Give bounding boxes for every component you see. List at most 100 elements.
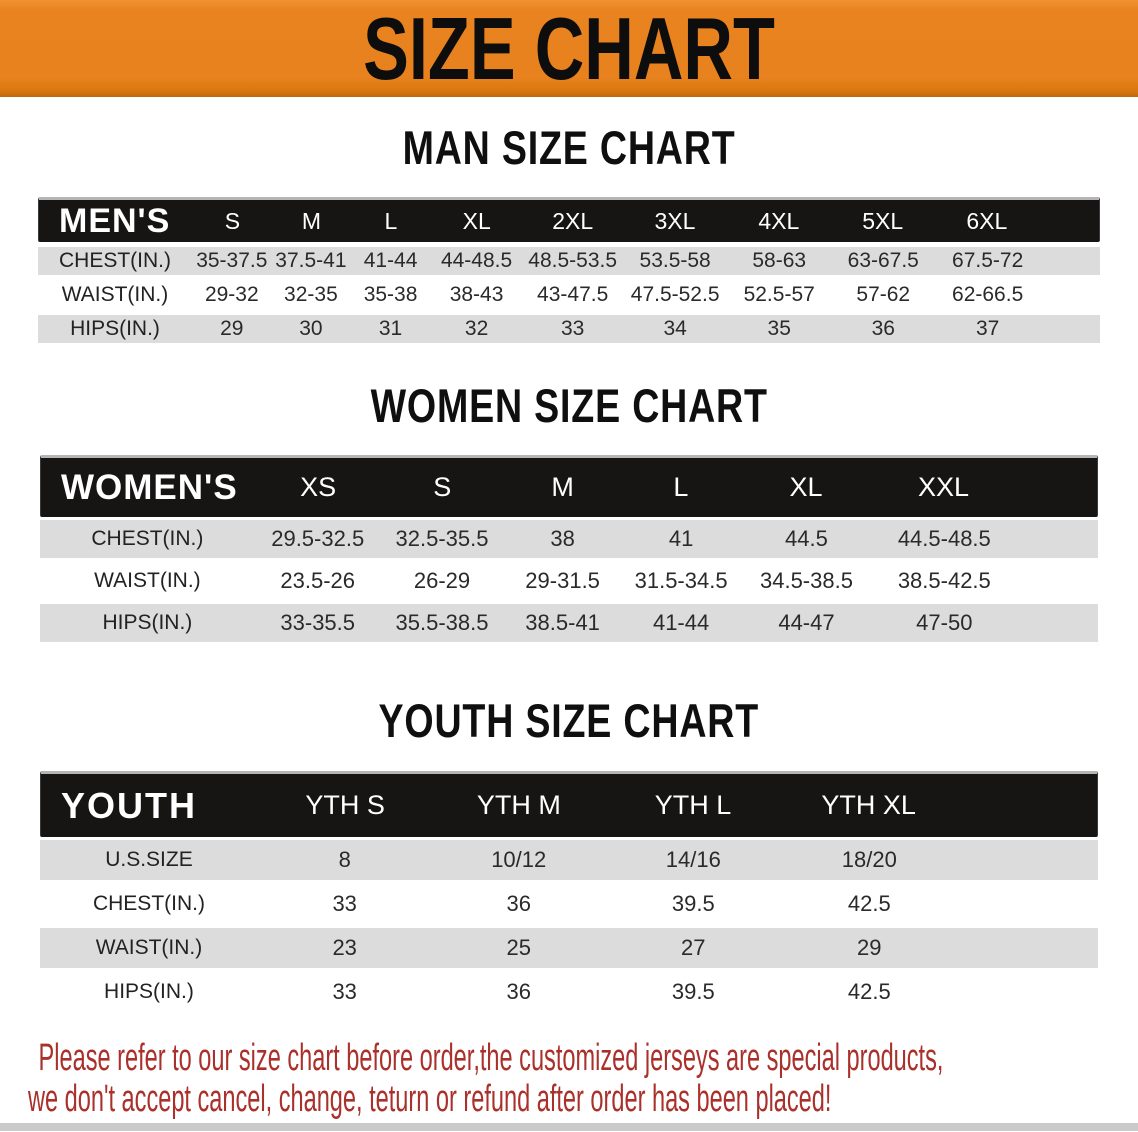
row-label: CHEST(IN.) — [92, 892, 205, 915]
women-size-table: WOMEN'S XS S M L XL XXL CHEST(IN.) 29.5-… — [40, 455, 1098, 642]
table-row-waist: WAIST(IN.) 29-32 32-35 35-38 38-43 43-47… — [38, 281, 1100, 309]
row-label: CHEST(IN.) — [91, 527, 204, 550]
women-table-title: WOMEN'S — [61, 467, 238, 507]
column-header-xxl: XXL — [917, 472, 970, 502]
row-label: CHEST(IN.) — [58, 249, 171, 272]
table-row-chest: CHEST(IN.) 33 36 39.5 42.5 — [40, 884, 1098, 924]
size-value: 44.5 — [785, 526, 828, 551]
table-row-chest: CHEST(IN.) 29.5-32.5 32.5-35.5 38 41 44.… — [40, 520, 1098, 558]
size-value: 23.5-26 — [280, 568, 356, 593]
size-value: 29-32 — [204, 283, 259, 306]
size-value: 37 — [975, 317, 1000, 340]
size-value: 67.5-72 — [952, 249, 1024, 272]
size-value: 26-29 — [413, 568, 471, 593]
size-value: 32.5-35.5 — [395, 526, 489, 551]
size-value: 38.5-42.5 — [897, 568, 991, 593]
column-header-yth-xl: YTH XL — [821, 790, 916, 820]
column-header-l: L — [384, 207, 398, 234]
column-header-m: M — [551, 472, 574, 502]
size-value: 44-48.5 — [440, 249, 513, 272]
size-value: 34.5-38.5 — [759, 568, 853, 593]
column-header-xl: XL — [462, 207, 491, 234]
size-value: 58-63 — [752, 249, 807, 272]
size-value: 44-47 — [778, 610, 835, 635]
size-value: 63-67.5 — [847, 249, 919, 272]
size-value: 10/12 — [491, 847, 547, 872]
size-value: 33 — [332, 979, 357, 1004]
column-header-3xl: 3XL — [654, 207, 696, 234]
row-label: WAIST(IN.) — [61, 283, 169, 306]
size-value: 41-44 — [652, 610, 710, 635]
size-value: 42.5 — [847, 891, 891, 916]
size-value: 41 — [668, 526, 694, 551]
size-value: 27 — [681, 935, 706, 960]
row-label: HIPS(IN.) — [102, 611, 193, 634]
women-table-header-row: WOMEN'S XS S M L XL XXL — [40, 455, 1098, 517]
table-row-hips: HIPS(IN.) 33-35.5 35.5-38.5 38.5-41 41-4… — [40, 604, 1098, 642]
size-value: 35-37.5 — [196, 249, 268, 272]
size-value: 18/20 — [841, 847, 897, 872]
youth-section-heading-text: YOUTH SIZE CHART — [378, 694, 760, 747]
size-value: 62-66.5 — [952, 283, 1024, 306]
footer-disclaimer: Please refer to our size chart before or… — [0, 1038, 1138, 1120]
footer-disclaimer-line-2: we don't accept cancel, change, teturn o… — [28, 1078, 832, 1120]
size-value: 43-47.5 — [537, 283, 609, 306]
size-value: 34 — [663, 317, 687, 340]
size-value: 41-44 — [363, 249, 418, 272]
size-value: 52.5-57 — [743, 283, 815, 306]
column-header-xs: XS — [300, 472, 337, 502]
column-header-s: S — [224, 207, 241, 234]
size-value: 35-38 — [363, 283, 418, 306]
size-value: 14/16 — [665, 847, 721, 872]
column-header-xl: XL — [789, 472, 823, 502]
size-value: 30 — [299, 317, 323, 340]
table-row-hips: HIPS(IN.) 29 30 31 32 33 34 35 36 37 — [38, 315, 1100, 343]
size-value: 8 — [338, 847, 351, 872]
size-value: 29 — [220, 317, 244, 340]
size-value: 57-62 — [856, 283, 911, 306]
column-header-yth-m: YTH M — [476, 790, 561, 820]
row-label: U.S.SIZE — [105, 848, 193, 871]
size-value: 33 — [560, 317, 585, 340]
women-section-heading-text: WOMEN SIZE CHART — [370, 379, 768, 432]
men-section-heading-text: MAN SIZE CHART — [402, 121, 736, 174]
size-value: 33 — [332, 891, 357, 916]
size-value: 32 — [464, 317, 489, 340]
size-value: 53.5-58 — [639, 249, 711, 272]
banner-title: SIZE CHART — [363, 0, 775, 98]
footer-disclaimer-line-1: Please refer to our size chart before or… — [38, 1037, 944, 1079]
column-header-yth-s: YTH S — [305, 790, 385, 820]
size-value: 48.5-53.5 — [528, 249, 618, 272]
table-row-waist: WAIST(IN.) 23.5-26 26-29 29-31.5 31.5-34… — [40, 562, 1098, 600]
row-label: WAIST(IN.) — [94, 569, 201, 592]
youth-size-table: YOUTH YTH S YTH M YTH L YTH XL U.S.SIZE … — [40, 771, 1098, 1012]
bottom-edge-strip — [0, 1123, 1138, 1131]
table-row-us-size: U.S.SIZE 8 10/12 14/16 18/20 — [40, 840, 1098, 880]
women-section-heading: WOMEN SIZE CHART — [0, 379, 1138, 432]
row-label: HIPS(IN.) — [104, 980, 194, 1003]
column-header-5xl: 5XL — [862, 207, 904, 234]
size-value: 39.5 — [671, 891, 715, 916]
column-header-m: M — [301, 207, 321, 234]
size-value: 29 — [857, 935, 882, 960]
youth-table-header-row: YOUTH YTH S YTH M YTH L YTH XL — [40, 771, 1098, 837]
column-header-6xl: 6XL — [966, 207, 1008, 234]
column-header-l: L — [673, 472, 689, 502]
size-value: 42.5 — [847, 979, 891, 1004]
size-value: 38 — [550, 526, 575, 551]
size-value: 36 — [506, 891, 531, 916]
column-header-4xl: 4XL — [758, 207, 800, 234]
table-row-hips: HIPS(IN.) 33 36 39.5 42.5 — [40, 972, 1098, 1012]
size-value: 31 — [378, 317, 403, 340]
men-section-heading: MAN SIZE CHART — [0, 121, 1138, 174]
size-value: 44.5-48.5 — [897, 526, 991, 551]
size-value: 38-43 — [449, 283, 504, 306]
column-header-2xl: 2XL — [552, 207, 594, 234]
size-value: 37.5-41 — [275, 249, 347, 272]
size-value: 47.5-52.5 — [630, 283, 720, 306]
men-size-table: MEN'S S M L XL 2XL 3XL 4XL 5XL 6XL CHEST… — [38, 197, 1100, 343]
men-table-title: MEN'S — [59, 201, 171, 240]
youth-table-title: YOUTH — [61, 784, 197, 826]
row-label: WAIST(IN.) — [95, 936, 203, 959]
size-value: 29.5-32.5 — [271, 526, 365, 551]
